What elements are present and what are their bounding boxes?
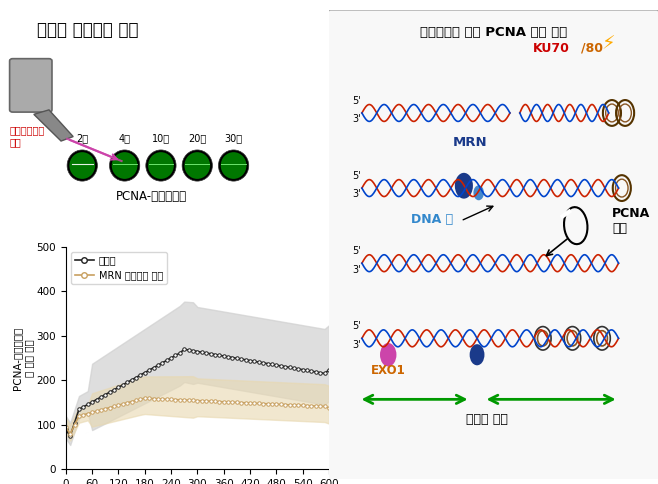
Text: 4분: 4분 (118, 133, 131, 143)
Text: 5': 5' (352, 321, 361, 331)
Ellipse shape (455, 173, 473, 198)
Text: 3': 3' (352, 265, 361, 274)
Text: PCNA
로딩: PCNA 로딩 (612, 207, 650, 235)
Polygon shape (34, 110, 73, 141)
Ellipse shape (69, 152, 95, 179)
Ellipse shape (473, 185, 484, 200)
Ellipse shape (109, 150, 139, 181)
Text: 장거리 절제: 장거리 절제 (466, 413, 508, 426)
Text: 3': 3' (352, 189, 361, 199)
Text: PCNA-형광단백질: PCNA-형광단백질 (116, 190, 188, 203)
Text: 3': 3' (352, 340, 361, 350)
Ellipse shape (112, 152, 138, 179)
Text: 2분: 2분 (76, 133, 88, 143)
Text: MRN: MRN (453, 136, 488, 149)
Ellipse shape (218, 150, 249, 181)
Text: /80: /80 (580, 42, 603, 55)
FancyBboxPatch shape (328, 10, 658, 482)
Ellipse shape (470, 344, 484, 365)
Ellipse shape (182, 150, 213, 181)
Text: 레이저 미세주사 실험: 레이저 미세주사 실험 (37, 21, 138, 39)
Text: 30분: 30분 (224, 133, 243, 143)
Text: EXO1: EXO1 (371, 363, 405, 377)
Ellipse shape (146, 150, 176, 181)
Text: 5': 5' (352, 246, 361, 256)
Ellipse shape (148, 152, 174, 179)
Text: 이중나선절단
유도: 이중나선절단 유도 (10, 125, 45, 147)
FancyBboxPatch shape (10, 59, 52, 112)
Text: 10분: 10분 (152, 133, 170, 143)
Text: KU70: KU70 (533, 42, 570, 55)
Text: 5': 5' (352, 171, 361, 181)
Text: 상동재조합 초기 PCNA 조절 규명: 상동재조합 초기 PCNA 조절 규명 (420, 26, 567, 39)
Ellipse shape (67, 150, 97, 181)
Text: 5': 5' (352, 95, 361, 106)
Ellipse shape (220, 152, 247, 179)
Text: ⚡: ⚡ (602, 34, 615, 54)
Legend: 대조군, MRN 저해약물 처리: 대조군, MRN 저해약물 처리 (70, 252, 167, 284)
Text: 20분: 20분 (188, 133, 207, 143)
Y-axis label: PCNA-형광단백질
내 신호 강도: PCNA-형광단백질 내 신호 강도 (12, 327, 34, 390)
Text: 3': 3' (352, 114, 361, 124)
Ellipse shape (380, 343, 396, 366)
Text: DNA 틈: DNA 틈 (411, 213, 453, 227)
Ellipse shape (184, 152, 210, 179)
